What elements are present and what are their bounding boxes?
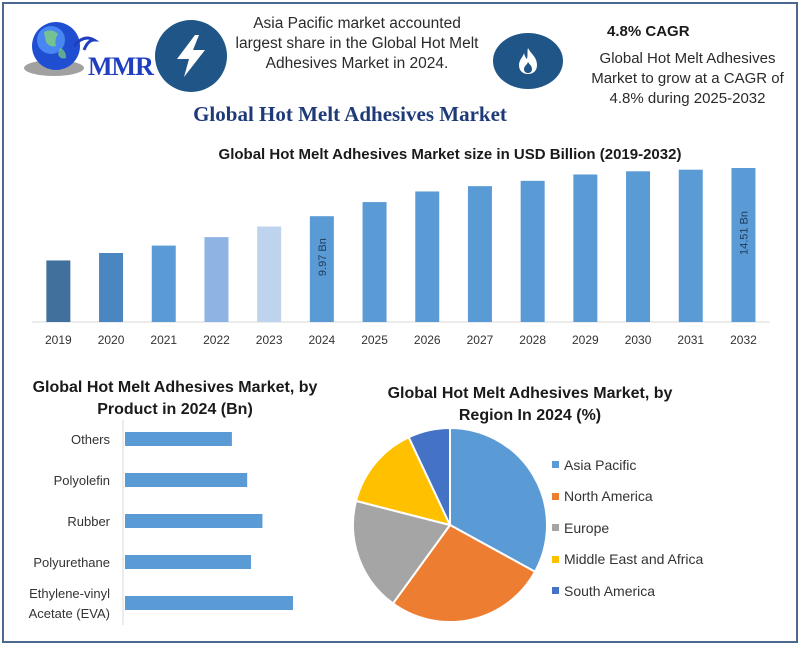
- legend-swatch: [552, 555, 559, 563]
- pie-slice-middle-east-and-africa: [354, 435, 452, 527]
- pie-slice-europe: [352, 499, 452, 605]
- category-label: Ethylene-vinyl: [29, 586, 110, 601]
- product-bar: [125, 473, 248, 487]
- bar-2031: [678, 169, 703, 322]
- bar-2023: [257, 226, 282, 322]
- bar-2021: [151, 245, 176, 322]
- bar-2030: [626, 171, 651, 322]
- legend-item: Europe: [552, 512, 703, 544]
- legend-swatch: [552, 524, 559, 532]
- pie-slice-south-america: [407, 426, 451, 526]
- legend-swatch: [552, 492, 559, 500]
- bar-2032: [731, 168, 756, 322]
- category-label: Rubber: [67, 514, 110, 529]
- region-chart-title: Global Hot Melt Adhesives Market, by Reg…: [387, 385, 673, 424]
- market-size-bar-chart: 2019 2020 2021 2022 2023 2024 9.97 Bn 2025 2026 2…: [32, 160, 782, 360]
- bar-chart-title: Global Hot Melt Adhesives Market size in…: [218, 146, 682, 163]
- legend-item: North America: [552, 481, 703, 513]
- pie-chart-svg: [352, 426, 548, 623]
- globe-logo-icon: [24, 22, 100, 76]
- bar-2027: [467, 186, 492, 322]
- bar-2020: [99, 253, 124, 322]
- product-chart-svg: Others Polyolefin Rubber Polyurethane Ethyle…: [29, 420, 293, 625]
- bar-2022: [204, 237, 229, 322]
- category-label: Acetate (EVA): [29, 606, 110, 621]
- pie-slice-north-america: [391, 523, 537, 623]
- x-tick-label: 2024: [308, 333, 335, 347]
- page-title: Global Hot Melt Adhesives Market: [193, 102, 507, 126]
- legend-item: Asia Pacific: [552, 449, 703, 481]
- x-tick-label: 2027: [467, 333, 494, 347]
- category-label: Polyurethane: [33, 555, 110, 570]
- legend-label: Europe: [564, 519, 610, 536]
- x-tick-label: 2026: [414, 333, 441, 347]
- data-label: 14.51 Bn: [738, 211, 750, 255]
- lightning-bolt-icon: [155, 20, 227, 92]
- legend-label: Middle East and Africa: [564, 551, 704, 568]
- logo-text: MMR: [88, 52, 154, 81]
- cagr-title: 4.8% CAGR: [607, 23, 690, 40]
- mmr-logo: MMR: [24, 18, 154, 84]
- legend-label: South America: [564, 582, 656, 599]
- x-tick-label: 2022: [203, 333, 230, 347]
- x-tick-label: 2025: [361, 333, 388, 347]
- x-tick-label: 2020: [98, 333, 125, 347]
- legend-item: South America: [552, 575, 703, 607]
- bar-2019: [46, 260, 71, 322]
- x-tick-label: 2029: [572, 333, 599, 347]
- asia-pacific-info-text: Asia Pacific market accounted largest sh…: [235, 15, 479, 72]
- x-tick-label: 2032: [730, 333, 757, 347]
- legend-swatch: [552, 587, 559, 595]
- bar-2026: [415, 191, 440, 322]
- x-tick-label: 2030: [625, 333, 652, 347]
- legend-label: North America: [564, 488, 653, 505]
- product-bar: [125, 432, 232, 446]
- cagr-info-text: Global Hot Melt Adhesives Market to grow…: [591, 50, 784, 107]
- category-label: Polyolefin: [54, 473, 110, 488]
- bar-2025: [362, 202, 387, 322]
- pie-legend: Asia Pacific North America Europe Middle Ea…: [552, 449, 703, 607]
- bar-2024: [309, 216, 334, 322]
- product-bar-chart: Others Polyolefin Rubber Polyurethane Ethyle…: [10, 420, 330, 625]
- x-tick-label: 2028: [519, 333, 546, 347]
- x-tick-label: 2031: [677, 333, 704, 347]
- pie-slice-asia-pacific: [449, 426, 548, 574]
- region-pie-chart: [350, 425, 550, 625]
- product-chart-title: Global Hot Melt Adhesives Market, by Pro…: [32, 379, 318, 418]
- x-tick-label: 2023: [256, 333, 283, 347]
- product-bar: [125, 514, 263, 528]
- flame-icon: [493, 33, 563, 89]
- x-tick-label: 2021: [150, 333, 177, 347]
- bar-chart-svg: 2019 2020 2021 2022 2023 2024 9.97 Bn 2025 2026 2…: [32, 168, 770, 347]
- bar-2028: [520, 180, 545, 322]
- data-label: 9.97 Bn: [317, 238, 329, 276]
- product-bar: [125, 555, 251, 569]
- product-bar: [125, 596, 293, 610]
- bar-2029: [573, 174, 598, 322]
- legend-swatch: [552, 461, 559, 469]
- legend-item: Middle East and Africa: [552, 544, 703, 576]
- x-tick-label: 2019: [45, 333, 72, 347]
- legend-label: Asia Pacific: [564, 456, 637, 473]
- category-label: Others: [71, 432, 111, 447]
